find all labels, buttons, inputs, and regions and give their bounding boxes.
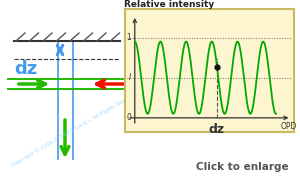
Text: Copyright © 2009 OCTAVIS S.A.R.L. All Rights Reserved: Copyright © 2009 OCTAVIS S.A.R.L. All Ri…	[10, 90, 139, 168]
Text: 1: 1	[126, 33, 131, 42]
Text: Relative intensity: Relative intensity	[124, 0, 215, 9]
Text: 0: 0	[126, 113, 131, 122]
Text: dz: dz	[14, 60, 37, 78]
Text: OPD: OPD	[281, 122, 297, 131]
Text: dz: dz	[209, 123, 225, 136]
Text: Click to enlarge: Click to enlarge	[196, 162, 289, 172]
Text: I: I	[129, 73, 131, 82]
